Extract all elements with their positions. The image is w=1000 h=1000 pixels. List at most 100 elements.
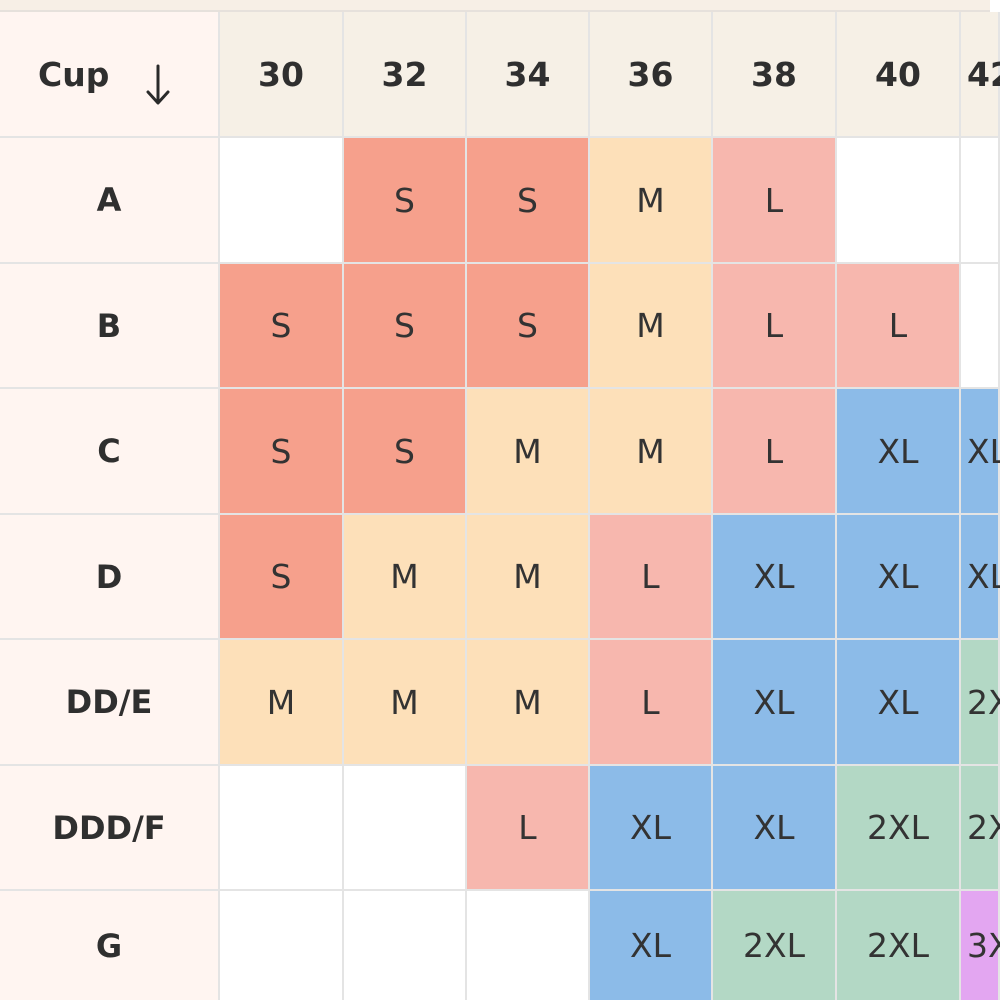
size-cell-c-36: M (590, 389, 713, 515)
band-header-36: 36 (590, 12, 713, 138)
band-header-32: 32 (344, 12, 467, 138)
size-cell-ddd-f-30 (220, 766, 344, 891)
cup-row-header-b: B (0, 264, 220, 389)
band-header-38: 38 (713, 12, 837, 138)
size-cell-label: XL (630, 926, 671, 965)
size-cell-label: 2XL (967, 682, 1000, 722)
cup-row-header-dd-e: DD/E (0, 640, 220, 766)
size-cell-c-30: S (220, 389, 344, 515)
size-cell-label: S (394, 180, 415, 220)
size-cell-a-40 (837, 138, 961, 264)
size-cell-label: L (764, 306, 784, 345)
size-cell-g-40: 2XL (837, 891, 961, 1000)
size-cell-label: XL (753, 808, 795, 847)
size-cell-ddd-f-34: L (467, 766, 590, 891)
size-cell-a-32: S (344, 138, 467, 264)
size-cell-label: 3XL (967, 926, 1000, 965)
size-cell-label: XL (877, 682, 919, 722)
size-cell-d-38: XL (713, 515, 837, 640)
size-cell-dd-e-36: L (590, 640, 713, 766)
size-cell-label: 2XL (867, 926, 929, 965)
size-cell-label: L (764, 180, 784, 220)
size-cell-label: M (266, 682, 296, 722)
size-cell-label: L (641, 682, 660, 722)
size-cell-label: XL (967, 431, 1000, 471)
size-cell-d-30: S (220, 515, 344, 640)
size-cell-b-36: M (590, 264, 713, 389)
size-cell-g-42: 3XL (961, 891, 1000, 1000)
size-cell-label: S (394, 431, 415, 471)
size-cell-b-32: S (344, 264, 467, 389)
size-cell-d-42: XL (961, 515, 1000, 640)
cup-row-header-ddd-f: DDD/F (0, 766, 220, 891)
size-cell-a-34: S (467, 138, 590, 264)
size-cell-ddd-f-32 (344, 766, 467, 891)
size-cell-d-34: M (467, 515, 590, 640)
band-header-34: 34 (467, 12, 590, 138)
size-cell-label: L (764, 431, 784, 471)
size-cell-label: XL (877, 431, 919, 471)
corner-header: Cup (0, 12, 220, 138)
size-cell-label: S (270, 557, 292, 596)
size-cell-b-40: L (837, 264, 961, 389)
size-cell-g-38: 2XL (713, 891, 837, 1000)
size-cell-label: L (888, 306, 908, 345)
size-cell-label: S (270, 431, 292, 471)
size-cell-label: XL (753, 557, 795, 596)
top-strip (0, 0, 990, 12)
cup-row-header-a: A (0, 138, 220, 264)
size-cell-dd-e-30: M (220, 640, 344, 766)
size-cell-label: M (513, 431, 542, 471)
size-cell-dd-e-42: 2XL (961, 640, 1000, 766)
size-cell-label: M (390, 682, 419, 722)
size-cell-ddd-f-36: XL (590, 766, 713, 891)
size-cell-label: S (517, 180, 538, 220)
size-cell-label: 2XL (743, 926, 805, 965)
size-cell-g-36: XL (590, 891, 713, 1000)
size-cell-d-40: XL (837, 515, 961, 640)
arrow-down-icon (146, 64, 170, 105)
size-cell-b-30: S (220, 264, 344, 389)
size-cell-b-34: S (467, 264, 590, 389)
size-cell-label: XL (753, 682, 795, 722)
size-cell-label: M (513, 557, 542, 596)
size-cell-ddd-f-38: XL (713, 766, 837, 891)
size-cell-a-30 (220, 138, 344, 264)
size-cell-g-32 (344, 891, 467, 1000)
size-cell-label: L (641, 557, 660, 596)
cup-row-header-d: D (0, 515, 220, 640)
size-cell-c-42: XL (961, 389, 1000, 515)
size-cell-label: 2XL (867, 808, 929, 847)
size-cell-a-38: L (713, 138, 837, 264)
size-cell-label: M (636, 306, 665, 345)
size-cell-label: S (517, 306, 538, 345)
size-cell-c-40: XL (837, 389, 961, 515)
size-cell-g-30 (220, 891, 344, 1000)
size-cell-c-38: L (713, 389, 837, 515)
size-cell-d-32: M (344, 515, 467, 640)
size-cell-dd-e-34: M (467, 640, 590, 766)
size-cell-ddd-f-40: 2XL (837, 766, 961, 891)
size-cell-g-34 (467, 891, 590, 1000)
size-cell-b-38: L (713, 264, 837, 389)
size-cell-label: XL (630, 808, 671, 847)
band-header-42: 42 (961, 12, 1000, 138)
size-cell-dd-e-38: XL (713, 640, 837, 766)
band-header-30: 30 (220, 12, 344, 138)
size-cell-label: M (513, 682, 542, 722)
size-cell-label: M (636, 180, 665, 220)
size-cell-c-32: S (344, 389, 467, 515)
cup-label: Cup (38, 54, 110, 94)
size-cell-d-36: L (590, 515, 713, 640)
size-cell-dd-e-32: M (344, 640, 467, 766)
size-cell-a-36: M (590, 138, 713, 264)
size-cell-label: L (518, 808, 537, 847)
size-cell-label: M (636, 431, 665, 471)
size-cell-ddd-f-42: 2XL (961, 766, 1000, 891)
cup-row-header-c: C (0, 389, 220, 515)
size-cell-a-42 (961, 138, 1000, 264)
size-cell-label: S (270, 306, 292, 345)
size-cell-label: M (390, 557, 419, 596)
band-header-40: 40 (837, 12, 961, 138)
